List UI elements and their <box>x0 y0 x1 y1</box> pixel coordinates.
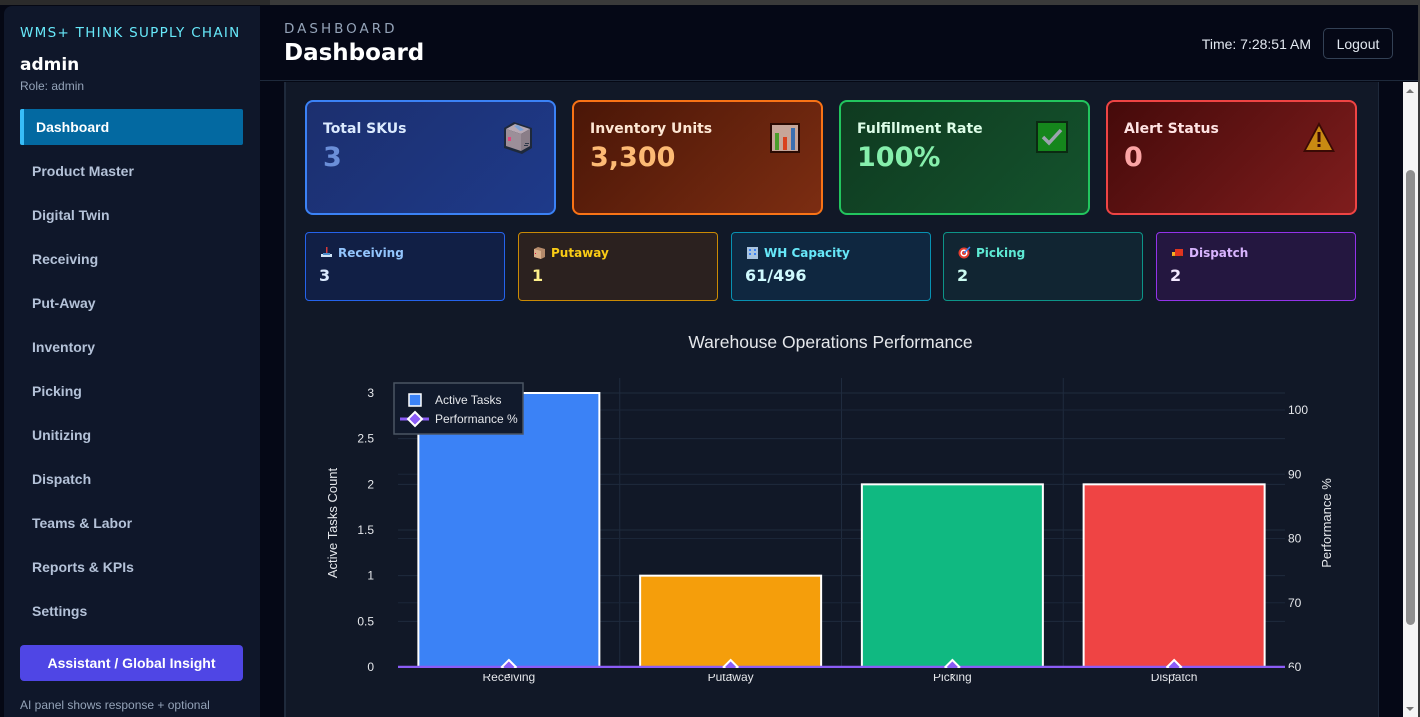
bar-receiving[interactable] <box>417 392 601 668</box>
kpi-value: 3,300 <box>590 142 676 173</box>
page-header: DASHBOARD Dashboard Time: 7:28:51 AM Log… <box>260 6 1420 81</box>
y-tick-label: 0.5 <box>357 614 374 628</box>
y2-tick-label: 70 <box>1288 596 1302 610</box>
kpi-value: 0 <box>1124 142 1143 173</box>
stage-card-putaway: Putaway 1 <box>518 232 718 301</box>
scroll-down-arrow-icon[interactable] <box>1406 707 1414 711</box>
sidebar-item-inventory[interactable]: Inventory <box>32 339 96 355</box>
content-left-gutter <box>260 82 285 717</box>
y-tick-label: 2.5 <box>357 432 374 446</box>
legend-square-icon <box>408 393 422 407</box>
breadcrumb: DASHBOARD <box>284 21 398 37</box>
kpi-label: Inventory Units <box>590 121 713 137</box>
sidebar-item-digital-twin[interactable]: Digital Twin <box>32 207 110 223</box>
assistant-button[interactable]: Assistant / Global Insight <box>20 645 243 681</box>
sidebar-item-receiving[interactable]: Receiving <box>32 251 99 267</box>
inbox-tray-icon <box>321 247 332 257</box>
kpi-card-alert-status: Alert Status 0 <box>1106 100 1357 215</box>
legend-label[interactable]: Performance % <box>435 412 518 426</box>
kpi-label: Alert Status <box>1124 121 1219 137</box>
sidebar-item-reports-kpis[interactable]: Reports & KPIs <box>32 559 134 575</box>
bar-chart-icon <box>770 123 800 153</box>
y-tick-label: 1.5 <box>357 523 374 537</box>
sidebar-item-put-away[interactable]: Put-Away <box>32 295 96 311</box>
window-right-edge <box>1418 0 1420 717</box>
scroll-up-arrow-icon[interactable] <box>1406 89 1414 93</box>
y-tick-label: 2 <box>367 477 374 491</box>
sidebar-item-product-master[interactable]: Product Master <box>32 163 134 179</box>
stage-value: 2 <box>1170 266 1182 285</box>
stage-card-receiving: Receiving 3 <box>305 232 505 301</box>
sidebar-item-dispatch[interactable]: Dispatch <box>32 471 92 487</box>
scroll-thumb[interactable] <box>1406 170 1415 625</box>
warning-icon <box>1303 122 1335 152</box>
stage-value: 2 <box>957 266 969 285</box>
stage-value: 1 <box>532 266 544 285</box>
stage-value: 3 <box>319 266 331 285</box>
stage-label: Receiving <box>338 246 404 260</box>
sidebar: WMS+ THINK SUPPLY CHAIN admin Role: admi… <box>4 6 260 717</box>
sidebar-item-unitizing[interactable]: Unitizing <box>32 427 92 443</box>
kpi-card-inventory-units: Inventory Units 3,300 <box>572 100 823 215</box>
stage-card-picking: Picking 2 <box>943 232 1143 301</box>
logout-button[interactable]: Logout <box>1323 28 1393 59</box>
legend-diamond-icon <box>406 410 424 428</box>
stage-value: 61/496 <box>745 266 807 285</box>
stage-card-dispatch: Dispatch 2 <box>1156 232 1356 301</box>
target-icon <box>958 246 971 259</box>
kpi-card-fulfillment-rate: Fulfillment Rate 100% <box>839 100 1090 215</box>
clock-time: Time: 7:28:51 AM <box>1201 36 1311 52</box>
window-top-edge <box>0 0 1420 5</box>
content-right-gutter <box>1378 82 1403 717</box>
bar-picking[interactable] <box>860 483 1044 668</box>
package-box-icon <box>504 122 532 154</box>
chart-title: Warehouse Operations Performance <box>688 332 973 352</box>
bar-putaway[interactable] <box>639 574 823 668</box>
legend-label[interactable]: Active Tasks <box>435 393 501 407</box>
sidebar-item-dashboard[interactable]: Dashboard <box>20 109 243 145</box>
kpi-card-total-skus: Total SKUs 3 <box>305 100 556 215</box>
office-building-icon <box>747 247 758 259</box>
plot-clip <box>385 668 1295 674</box>
operations-chart: Warehouse Operations Performance 0 0.5 1 1.… <box>305 318 1356 717</box>
stage-label: Putaway <box>551 246 609 260</box>
kpi-label: Total SKUs <box>323 121 407 137</box>
sidebar-item-picking[interactable]: Picking <box>32 383 82 399</box>
y2-tick-label: 90 <box>1288 467 1302 481</box>
package-icon <box>534 247 545 259</box>
check-box-icon <box>1036 121 1068 153</box>
y2-axis-title: Performance % <box>1319 478 1334 568</box>
user-name: admin <box>20 55 80 75</box>
user-role: Role: admin <box>20 79 85 93</box>
stage-label: WH Capacity <box>764 246 850 260</box>
chart-legend <box>393 382 524 435</box>
y2-tick-label: 100 <box>1288 403 1308 417</box>
y-tick-label: 1 <box>367 569 374 583</box>
page-scrollbar[interactable] <box>1403 82 1418 717</box>
stage-label: Picking <box>976 246 1026 260</box>
delivery-truck-icon <box>1172 249 1183 259</box>
y2-tick-label: 80 <box>1288 532 1302 546</box>
sidebar-item-settings[interactable]: Settings <box>32 603 88 619</box>
assistant-note: AI panel shows response + optional <box>20 698 210 712</box>
stage-card-wh-capacity: WH Capacity 61/496 <box>731 232 931 301</box>
sidebar-nav: Dashboard Product Master Digital Twin Re… <box>20 109 243 637</box>
page-title: Dashboard <box>284 40 425 66</box>
kpi-value: 100% <box>857 142 941 173</box>
bar-dispatch[interactable] <box>1082 483 1266 668</box>
y-tick-label: 0 <box>367 660 374 674</box>
y-axis-title: Active Tasks Count <box>325 467 340 578</box>
kpi-label: Fulfillment Rate <box>857 121 983 137</box>
y-tick-label: 3 <box>367 386 374 400</box>
brand-title: WMS+ THINK SUPPLY CHAIN <box>20 25 241 41</box>
sidebar-item-teams-labor[interactable]: Teams & Labor <box>32 515 133 531</box>
kpi-value: 3 <box>323 142 342 173</box>
stage-label: Dispatch <box>1189 246 1249 260</box>
